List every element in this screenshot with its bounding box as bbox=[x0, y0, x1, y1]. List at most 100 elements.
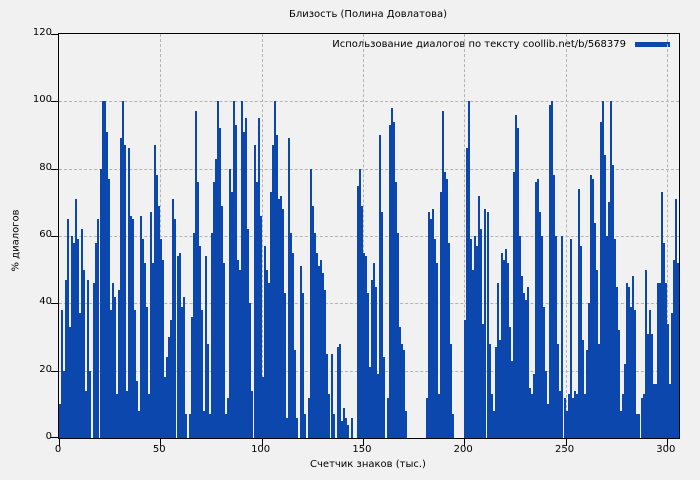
bar bbox=[545, 370, 548, 438]
bar bbox=[393, 121, 396, 438]
bar bbox=[83, 269, 86, 438]
bar bbox=[670, 313, 673, 438]
bar bbox=[152, 262, 155, 438]
bar bbox=[618, 330, 621, 438]
bar bbox=[508, 326, 511, 438]
bar bbox=[391, 108, 394, 438]
bar bbox=[666, 323, 669, 438]
bar bbox=[229, 168, 232, 438]
bar bbox=[166, 357, 169, 438]
bar bbox=[225, 414, 228, 438]
bar bbox=[433, 239, 436, 438]
bar bbox=[103, 101, 106, 438]
bar bbox=[569, 239, 572, 438]
bar bbox=[632, 276, 635, 438]
bar bbox=[543, 306, 546, 438]
y-tick-label: 40 bbox=[39, 296, 52, 308]
bar bbox=[273, 101, 276, 438]
bar bbox=[571, 397, 574, 438]
bar bbox=[138, 411, 141, 438]
bar bbox=[674, 198, 677, 438]
bar bbox=[150, 212, 153, 438]
bar bbox=[77, 239, 80, 438]
bar bbox=[429, 219, 432, 438]
bar bbox=[389, 124, 392, 438]
bar bbox=[89, 370, 92, 438]
bar bbox=[579, 246, 582, 438]
bar bbox=[196, 182, 199, 438]
bar bbox=[107, 178, 110, 438]
x-tick-mark bbox=[362, 439, 364, 446]
y-tick-label: 60 bbox=[39, 229, 52, 240]
bar bbox=[494, 347, 497, 438]
bar bbox=[162, 259, 165, 438]
bar bbox=[241, 101, 244, 438]
bar bbox=[208, 414, 211, 438]
bar bbox=[326, 353, 329, 438]
bar bbox=[450, 343, 453, 438]
bar bbox=[245, 118, 248, 438]
bar bbox=[441, 111, 444, 438]
bar bbox=[292, 252, 294, 438]
bar bbox=[133, 310, 136, 438]
bar bbox=[85, 390, 88, 438]
bar bbox=[156, 175, 159, 438]
bar bbox=[251, 390, 254, 438]
bar bbox=[223, 262, 226, 438]
bar bbox=[63, 370, 66, 438]
bar bbox=[158, 205, 161, 438]
bar bbox=[512, 172, 515, 438]
bar bbox=[431, 209, 434, 438]
gridline-vertical bbox=[160, 34, 162, 438]
bar bbox=[563, 397, 566, 438]
bar bbox=[399, 326, 402, 438]
bar bbox=[636, 414, 639, 438]
bar bbox=[117, 289, 120, 438]
bar bbox=[330, 353, 333, 438]
bar bbox=[364, 256, 367, 438]
bar bbox=[97, 219, 100, 438]
bar bbox=[200, 310, 203, 438]
bar bbox=[302, 293, 305, 438]
bar bbox=[425, 397, 428, 438]
bar bbox=[271, 145, 274, 438]
bar bbox=[261, 377, 264, 438]
bar bbox=[275, 135, 278, 438]
bar bbox=[553, 175, 556, 438]
bar bbox=[648, 310, 651, 438]
bar bbox=[215, 158, 217, 438]
bar bbox=[257, 118, 260, 438]
bar bbox=[676, 262, 679, 438]
bar bbox=[445, 178, 448, 438]
bar bbox=[87, 279, 90, 438]
gridline-vertical bbox=[362, 34, 364, 438]
x-tick-label: 50 bbox=[152, 444, 166, 455]
bar bbox=[188, 414, 191, 438]
x-tick-mark bbox=[160, 439, 162, 446]
bar bbox=[350, 417, 353, 438]
bar bbox=[109, 310, 112, 438]
bar bbox=[135, 380, 138, 438]
bar bbox=[597, 343, 600, 438]
bar bbox=[606, 236, 609, 438]
bar bbox=[488, 343, 491, 438]
legend-swatch bbox=[635, 42, 670, 47]
bar bbox=[308, 397, 311, 438]
bar bbox=[328, 394, 331, 438]
bar bbox=[522, 293, 525, 438]
bar bbox=[610, 101, 613, 438]
bar bbox=[369, 367, 371, 438]
bar bbox=[182, 296, 185, 438]
y-tick-label: 0 bbox=[45, 431, 52, 442]
bar bbox=[672, 259, 675, 438]
bar bbox=[93, 283, 96, 438]
bar bbox=[184, 414, 187, 438]
bar bbox=[549, 104, 552, 438]
bar bbox=[608, 202, 611, 438]
bar bbox=[144, 262, 147, 438]
bar bbox=[662, 242, 665, 438]
bar bbox=[358, 168, 361, 438]
x-axis-label: Счетчик знаков (тыс.) bbox=[310, 459, 426, 470]
bar bbox=[338, 343, 341, 438]
bar bbox=[336, 347, 339, 438]
